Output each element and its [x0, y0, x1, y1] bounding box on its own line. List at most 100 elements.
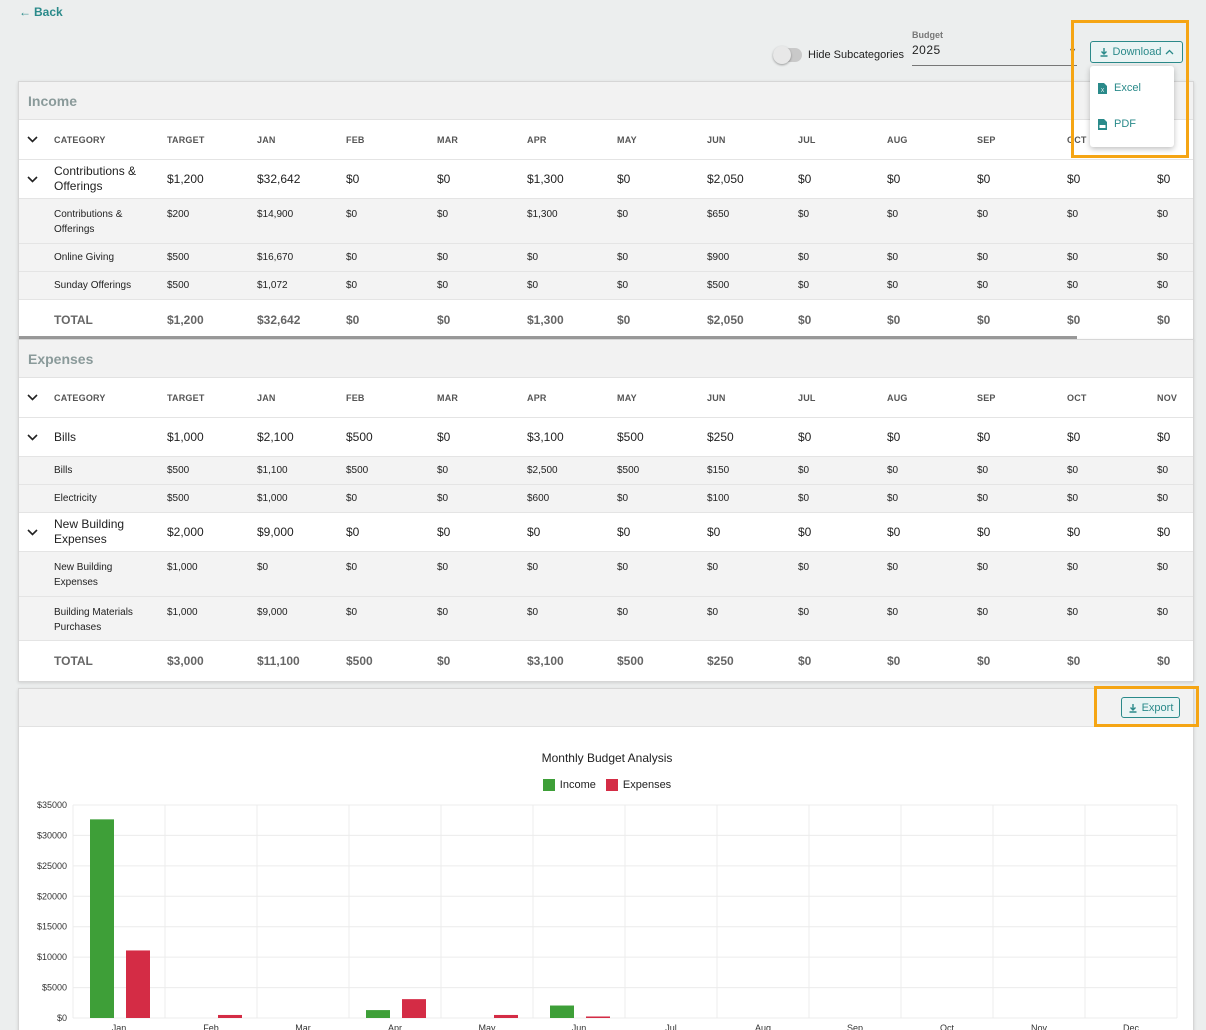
value-cell: $0 [887, 280, 899, 291]
y-tick-label: $35000 [37, 800, 67, 810]
value-cell: $0 [798, 493, 810, 504]
download-menu-pdf[interactable]: PDF [1090, 106, 1174, 142]
column-header: JUL [798, 134, 816, 145]
total-value: $0 [1067, 654, 1081, 668]
subcategory-row: Electricity $500 $1,000 $0 $0 $600 $0 $100 $0 $0 $… [19, 485, 1193, 513]
category-row[interactable]: Bills $1,000 $2,100 $500 $0 $3,100 $500 $250 $0 $… [19, 418, 1193, 457]
back-link[interactable]: ← Back [19, 5, 63, 19]
category-name: Contributions & Offerings [54, 164, 137, 193]
value-cell: $0 [1067, 607, 1079, 618]
category-name: Sunday Offerings [54, 280, 132, 291]
legend-label-expenses: Expenses [622, 779, 672, 791]
category-name: Building Materials Purchases [54, 607, 133, 633]
value-cell: $0 [977, 209, 989, 220]
x-tick-label: Feb [203, 1023, 219, 1030]
total-value: $0 [1157, 654, 1171, 668]
total-value: $2,050 [707, 312, 744, 327]
legend-item-expenses[interactable]: Expenses [605, 779, 672, 791]
value-cell: $0 [977, 252, 989, 263]
total-value: $0 [977, 654, 991, 668]
expenses-table: CATEGORY TARGET JAN FEB MAR APR MAY JUN JUL AUG SE… [19, 378, 1193, 681]
value-cell: $500 [167, 252, 190, 263]
value-cell: $250 [707, 430, 734, 444]
expenses-title: Expenses [19, 340, 1193, 378]
download-menu-excel[interactable]: X Excel [1090, 70, 1174, 106]
bar-income-apr [366, 1010, 390, 1018]
chevron-down-icon[interactable] [25, 160, 39, 198]
value-cell: $1,000 [257, 493, 288, 504]
bar-chart: $0 $5000 $10000 $15000 $20000 $25000 $30000 $35… [37, 800, 1178, 1030]
export-label: Export [1141, 701, 1174, 714]
column-header: JUN [707, 392, 726, 403]
value-cell: $0 [346, 209, 358, 220]
value-cell: $0 [798, 252, 810, 263]
download-button[interactable]: Download [1090, 41, 1183, 63]
value-cell: $0 [1157, 209, 1169, 220]
bar-income-jun [550, 1005, 574, 1018]
value-cell: $500 [617, 465, 640, 476]
category-name: New Building Expenses [54, 517, 125, 546]
total-value: $0 [798, 312, 812, 327]
export-button[interactable]: Export [1121, 697, 1180, 718]
value-cell: $0 [437, 493, 449, 504]
value-cell: $0 [346, 607, 358, 618]
column-header: OCT [1067, 134, 1087, 145]
value-cell: $0 [527, 525, 541, 539]
total-value: $0 [617, 312, 631, 327]
income-title: Income [19, 82, 1193, 120]
column-header: NOV [1157, 392, 1178, 403]
value-cell: $0 [1157, 525, 1171, 539]
value-cell: $0 [1067, 172, 1081, 186]
income-panel: Income CATEGORY TARGET JAN FEB MAR APR MAY JUN J… [18, 81, 1194, 340]
value-cell: $0 [1157, 252, 1169, 263]
legend-item-income[interactable]: Income [542, 779, 596, 791]
column-header: CATEGORY [54, 392, 106, 403]
bar-expenses-jan [126, 950, 150, 1018]
budget-year-select[interactable]: Budget 2025 ▼ [912, 30, 1077, 66]
table-header-row: CATEGORY TARGET JAN FEB MAR APR MAY JUN JUL AUG SE… [19, 120, 1193, 160]
value-cell: $1,100 [257, 465, 288, 476]
column-header: AUG [887, 134, 908, 145]
value-cell: $2,050 [707, 172, 744, 186]
y-tick-label: $20000 [37, 891, 67, 901]
value-cell: $0 [798, 172, 812, 186]
y-tick-label: $0 [57, 1013, 67, 1023]
category-name: Bills [54, 429, 77, 444]
legend-swatch-income [542, 779, 555, 791]
chevron-down-icon[interactable] [25, 378, 39, 417]
horizontal-scrollbar[interactable] [19, 336, 1077, 339]
value-cell: $0 [977, 562, 989, 573]
value-cell: $0 [1067, 493, 1079, 504]
chevron-down-icon[interactable] [25, 513, 39, 551]
category-name: Contributions & Offerings [54, 209, 123, 235]
value-cell: $0 [1157, 465, 1169, 476]
subcategory-row: New Building Expenses $1,000 $0 $0 $0 $0 $0 $0 $… [19, 552, 1193, 597]
column-header: SEP [977, 392, 996, 403]
category-name: Online Giving [54, 252, 115, 263]
value-cell: $32,642 [257, 172, 301, 186]
total-label: TOTAL [54, 312, 93, 327]
hide-subcategories-toggle[interactable]: Hide Subcategories [773, 46, 904, 64]
value-cell: $3,100 [527, 430, 564, 444]
value-cell: $0 [437, 465, 449, 476]
category-row[interactable]: Contributions & Offerings $1,200 $32,642 $0… [19, 160, 1193, 199]
total-value: $0 [1067, 312, 1081, 327]
arrow-left-icon: ← [19, 5, 31, 19]
chevron-down-icon[interactable] [25, 418, 39, 456]
category-row[interactable]: New Building Expenses $2,000 $9,000 $0 $0 $0 $… [19, 513, 1193, 552]
value-cell: $0 [346, 172, 360, 186]
value-cell: $0 [887, 252, 899, 263]
value-cell: $0 [617, 172, 631, 186]
legend-swatch-expenses [605, 779, 618, 791]
chevron-down-icon[interactable] [25, 120, 39, 159]
value-cell: $0 [437, 280, 449, 291]
value-cell: $1,300 [527, 209, 558, 220]
value-cell: $0 [1157, 562, 1169, 573]
category-name: Electricity [54, 493, 97, 504]
total-value: $0 [437, 312, 451, 327]
chart-panel: Export Monthly Budget Analysis Income Ex… [18, 688, 1194, 1030]
toggle-switch[interactable] [773, 46, 802, 64]
value-cell: $0 [527, 607, 539, 618]
x-tick-label: Apr [388, 1023, 402, 1030]
budget-label: Budget [912, 30, 943, 40]
